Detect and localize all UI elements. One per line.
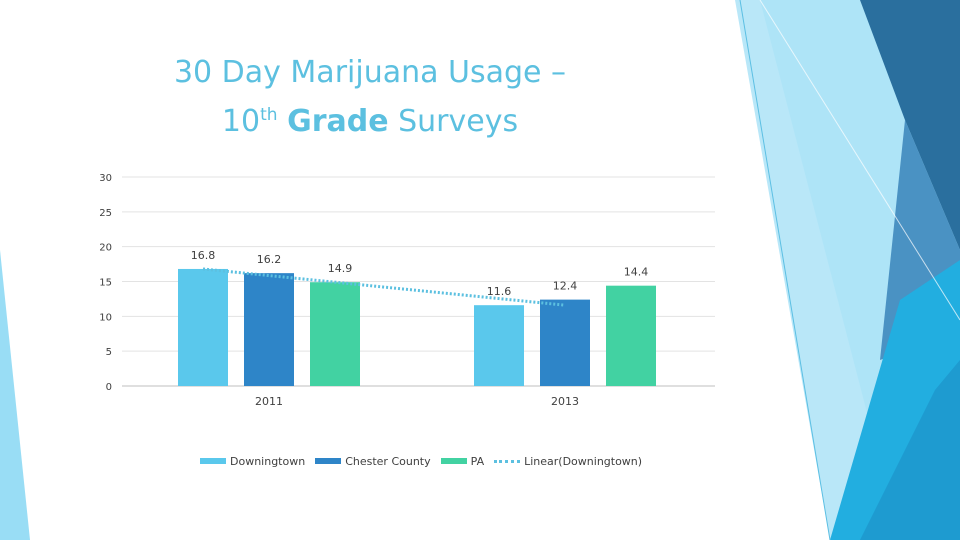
bar-chester-county-2013	[540, 299, 590, 386]
legend-swatch-downingtown	[200, 458, 226, 464]
chart-legend: Downingtown Chester County PA Linear(Dow…	[200, 452, 652, 470]
data-label-downingtown-2013: 11.6	[487, 285, 512, 298]
y-tick-label: 15	[99, 278, 112, 289]
bar-chester-county-2011	[244, 273, 294, 386]
bar-downingtown-2013	[474, 305, 524, 386]
y-tick-label: 20	[99, 243, 112, 254]
bar-pa-2011	[310, 282, 360, 386]
bar-downingtown-2011	[178, 268, 228, 386]
bar-pa-2013	[606, 285, 656, 386]
data-label-downingtown-2011: 16.8	[191, 249, 216, 262]
title-grade-suffix: th	[260, 105, 278, 125]
legend-swatch-chester-county	[315, 458, 342, 464]
trendline-downingtown	[202, 267, 566, 307]
facet-dark-top	[860, 0, 960, 250]
data-label-chester-county-2011: 16.2	[257, 253, 282, 266]
title-line-1: 30 Day Marijuana Usage –	[173, 55, 567, 90]
title-line-2: 10th Grade Surveys	[120, 94, 620, 143]
x-tick-label-2011: 2011	[255, 395, 283, 408]
facet-blue-corner	[860, 360, 960, 540]
facet-line	[739, 0, 831, 540]
x-tick-label-2013: 2013	[551, 395, 579, 408]
y-tick-label: 5	[106, 347, 112, 358]
legend-swatch-pa	[440, 458, 467, 464]
facet-left	[0, 250, 30, 540]
legend-item-downingtown: Downingtown	[200, 455, 305, 468]
y-tick-label: 10	[99, 312, 112, 323]
legend-item-chester-county: Chester County	[315, 454, 431, 468]
data-label-chester-county-2013: 12.4	[553, 280, 578, 293]
y-tick-label: 0	[106, 382, 112, 393]
title-surveys-word: Surveys	[398, 104, 519, 139]
legend-label-trendline: Linear(Downingtown)	[524, 454, 643, 468]
data-label-pa-2011: 14.9	[328, 262, 353, 275]
facet-line-white	[759, 0, 960, 321]
y-tick-label: 25	[99, 208, 112, 219]
y-tick-label: 30	[99, 173, 112, 184]
legend-item-trendline: Linear(Downingtown)	[494, 455, 642, 468]
title-grade-number: 10	[221, 104, 261, 139]
data-label-pa-2013: 14.4	[624, 266, 649, 279]
title-grade-word: Grade	[287, 104, 389, 139]
legend-label-pa: PA	[470, 454, 485, 468]
slide-title: 30 Day Marijuana Usage – 10th Grade Surv…	[120, 52, 620, 143]
legend-swatch-trendline	[494, 459, 521, 463]
legend-label-downingtown: Downingtown	[230, 454, 306, 468]
legend-label-chester-county: Chester County	[345, 454, 431, 468]
legend-item-pa: PA	[440, 454, 485, 468]
